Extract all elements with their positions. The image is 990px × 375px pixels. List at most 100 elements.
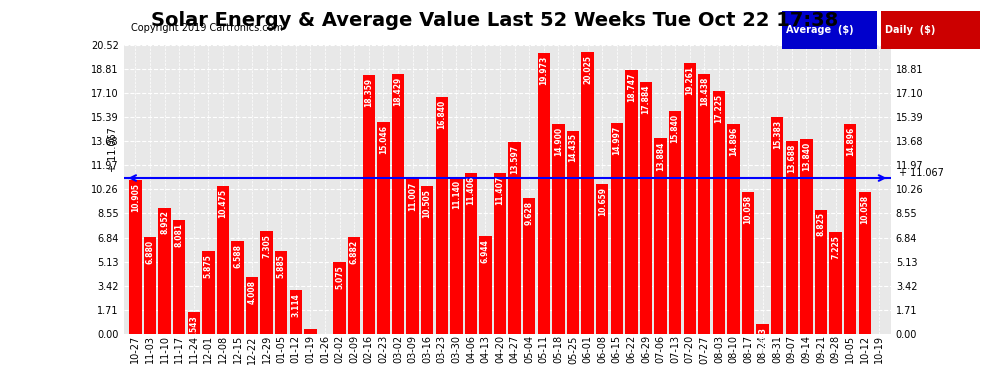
Bar [843,124,856,334]
Text: 15.046: 15.046 [379,125,388,154]
Text: 13.597: 13.597 [510,145,519,174]
Text: 14.896: 14.896 [729,127,738,156]
Bar [217,186,229,334]
Text: 10.058: 10.058 [743,195,752,224]
Text: + 11.067: + 11.067 [899,168,943,178]
Text: 13.840: 13.840 [802,142,811,171]
Bar [786,141,798,334]
Bar [436,97,447,334]
Text: 6.880: 6.880 [146,240,154,264]
Text: 6.588: 6.588 [233,244,242,268]
Bar [479,236,492,334]
Bar [290,290,302,334]
Text: 14.997: 14.997 [612,126,622,155]
Text: 10.475: 10.475 [219,189,228,218]
Bar [523,198,536,334]
Bar [538,53,550,334]
Bar [187,312,200,334]
Bar [202,251,215,334]
Bar [581,52,594,334]
Text: 11.407: 11.407 [496,176,505,205]
Text: Daily  ($): Daily ($) [885,25,936,35]
Bar [815,210,828,334]
Bar [494,173,506,334]
Bar [304,329,317,334]
Bar [669,111,681,334]
Bar [275,251,287,334]
Bar [596,184,609,334]
Bar [232,241,244,334]
Bar [858,192,871,334]
Bar [130,180,142,334]
Text: 11.140: 11.140 [451,180,460,209]
Text: 18.429: 18.429 [393,77,403,106]
Text: 17.225: 17.225 [715,94,724,123]
Text: 19.261: 19.261 [685,66,694,94]
Text: 13.688: 13.688 [787,144,796,173]
Bar [246,278,258,334]
Text: 10.058: 10.058 [860,195,869,224]
Text: 5.075: 5.075 [336,265,345,289]
Bar [756,324,769,334]
Text: 1.543: 1.543 [189,315,198,339]
Text: 3.114: 3.114 [291,293,300,316]
Bar [334,262,346,334]
Text: 9.628: 9.628 [525,201,534,225]
Bar [728,124,740,334]
Bar [567,130,579,334]
Bar [260,231,273,334]
Bar [800,139,813,334]
Text: 13.884: 13.884 [656,141,665,171]
Bar [173,220,185,334]
Bar [771,117,783,334]
Text: 14.896: 14.896 [845,127,854,156]
Text: Copyright 2019 Cartronics.com: Copyright 2019 Cartronics.com [132,24,283,33]
Bar [144,237,156,334]
Text: 17.884: 17.884 [642,85,650,114]
Bar [611,123,623,334]
Bar [625,70,638,334]
Bar [698,74,711,334]
Text: 8.952: 8.952 [160,211,169,234]
Text: 10.659: 10.659 [598,187,607,216]
Text: Solar Energy & Average Value Last 52 Weeks Tue Oct 22 17:38: Solar Energy & Average Value Last 52 Wee… [151,11,839,30]
Text: 20.025: 20.025 [583,55,592,84]
Text: 10.905: 10.905 [131,183,140,212]
Text: 4.008: 4.008 [248,280,256,304]
Text: 8.825: 8.825 [817,212,826,236]
Text: 0.663: 0.663 [758,327,767,351]
Text: 7.225: 7.225 [831,235,841,259]
Text: 15.840: 15.840 [670,114,679,143]
Bar [713,92,725,334]
Bar [830,232,842,334]
Text: + 11.067: + 11.067 [108,128,118,172]
Text: 7.305: 7.305 [262,234,271,258]
Text: 18.359: 18.359 [364,78,373,107]
Bar [158,208,171,334]
Bar [881,11,980,49]
Text: 5.885: 5.885 [277,254,286,278]
Bar [782,11,877,49]
Bar [654,138,666,334]
Text: 8.081: 8.081 [174,223,184,247]
Text: 16.840: 16.840 [438,100,446,129]
Bar [392,74,404,334]
Bar [377,122,390,334]
Text: 19.973: 19.973 [540,56,548,85]
Bar [421,186,434,334]
Bar [348,237,360,334]
Text: 10.505: 10.505 [423,189,432,218]
Bar [406,179,419,334]
Bar [742,192,754,334]
Text: 18.438: 18.438 [700,77,709,106]
Text: 6.944: 6.944 [481,239,490,263]
Text: 6.882: 6.882 [349,240,358,264]
Text: 14.900: 14.900 [554,127,563,156]
Text: 11.406: 11.406 [466,176,475,205]
Text: 5.875: 5.875 [204,254,213,278]
Text: 18.747: 18.747 [627,73,636,102]
Text: 14.435: 14.435 [568,134,577,162]
Text: 15.383: 15.383 [773,120,782,149]
Text: Average  ($): Average ($) [786,25,853,35]
Bar [552,124,564,334]
